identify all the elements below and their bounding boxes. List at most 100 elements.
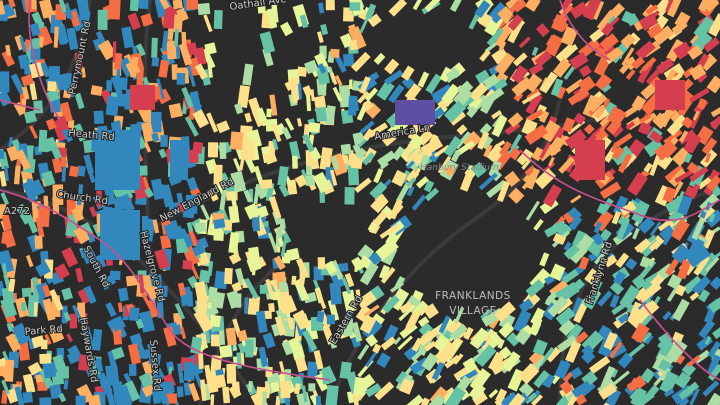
building [66,27,79,50]
building [561,268,579,284]
building [342,7,355,22]
building [708,169,720,183]
building [676,397,690,405]
building [368,122,389,138]
building [188,106,195,120]
building [34,235,43,249]
building [320,23,329,36]
building [244,297,249,314]
building [38,0,55,19]
building [310,89,315,102]
building [600,365,616,389]
building [432,334,451,353]
building [611,145,634,166]
building [41,170,56,187]
building [364,383,382,398]
building [649,154,661,176]
building [602,84,612,93]
building [1,50,15,67]
building [670,218,690,242]
building [710,115,720,130]
building [540,120,561,143]
building [231,281,243,293]
building [46,89,60,103]
building [106,80,112,92]
building [31,11,45,30]
building [575,140,605,180]
building [657,220,671,232]
building [362,319,383,340]
building [158,184,165,196]
building [531,394,543,405]
building [261,391,267,405]
building [186,291,194,307]
building [13,165,21,185]
building [163,223,175,240]
building [529,317,543,336]
building [301,385,308,403]
building [219,344,233,358]
building [474,0,491,19]
building [565,340,582,364]
building [338,85,351,108]
building [181,31,187,53]
building [479,49,491,62]
building [156,78,165,100]
building [518,298,534,313]
building [136,0,150,10]
building [347,163,360,186]
building [693,16,715,40]
building [0,251,7,264]
building [365,350,378,368]
building [37,205,51,228]
building [689,63,707,81]
building [657,358,670,372]
building [556,334,578,353]
building [506,392,526,405]
building [201,47,216,69]
building [330,72,338,85]
building [332,86,343,102]
building [556,86,567,100]
street-label: A272 [4,206,30,217]
building [424,0,443,12]
building [305,174,316,186]
building [706,75,720,94]
building [177,282,186,296]
building [483,144,493,158]
building [268,195,282,219]
building [398,304,416,322]
building [173,28,179,47]
building [505,0,523,12]
building [689,388,700,405]
building [54,263,70,280]
building [237,342,248,354]
building [466,106,478,118]
building [107,350,117,368]
building [253,183,260,205]
building [591,0,605,21]
building [353,376,367,396]
building [667,212,688,232]
boundaries [0,0,720,381]
building [29,125,39,139]
building [272,138,279,151]
building [87,394,101,405]
building [613,270,627,286]
building [296,391,312,405]
building [641,331,652,343]
building [45,118,57,131]
building [405,308,422,330]
building [315,106,328,122]
building [689,166,709,182]
building [577,75,596,94]
building [129,333,143,346]
building [499,346,512,360]
building [683,132,702,154]
building [632,227,640,240]
building [342,53,355,67]
building [625,257,638,271]
building [610,142,619,154]
building [631,56,645,70]
building [514,328,531,346]
